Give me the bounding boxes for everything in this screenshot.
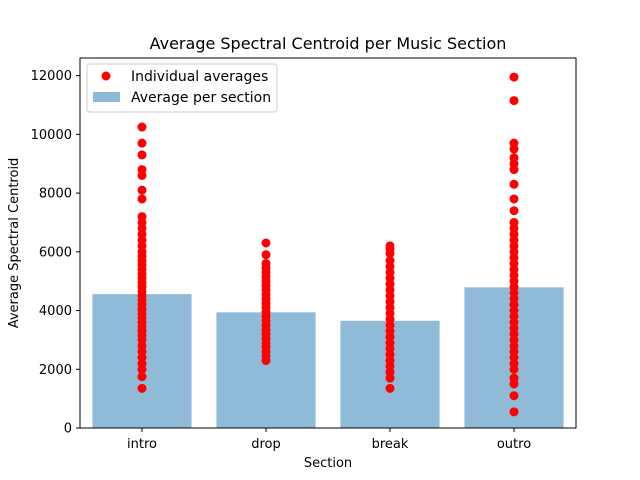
plot-frame — [79, 57, 577, 429]
point-intro — [137, 372, 147, 382]
point-intro — [137, 122, 147, 132]
y-tick-label: 4000 — [39, 304, 72, 319]
point-outro — [509, 72, 519, 82]
point-outro — [509, 407, 519, 417]
scatter-series — [137, 72, 519, 417]
point-outro — [509, 96, 519, 106]
point-drop — [261, 250, 271, 260]
y-tick-label: 0 — [64, 422, 72, 437]
point-drop — [261, 259, 271, 269]
chart-title: Average Spectral Centroid per Music Sect… — [150, 34, 507, 53]
y-axis: 0 2000 4000 6000 8000 10000 12000 — [31, 69, 80, 437]
x-tick-label-intro: intro — [127, 437, 157, 452]
point-intro — [137, 150, 147, 160]
bar-series — [92, 287, 564, 428]
x-axis-label: Section — [304, 456, 352, 471]
y-tick-label: 10000 — [31, 128, 72, 143]
point-outro — [509, 194, 519, 204]
x-tick-label-drop: drop — [251, 437, 281, 452]
y-axis-label: Average Spectral Centroid — [7, 158, 22, 329]
legend-swatch-average — [93, 92, 120, 102]
point-outro — [509, 179, 519, 189]
point-intro — [137, 212, 147, 222]
point-intro — [137, 185, 147, 195]
y-tick-label: 6000 — [39, 245, 72, 260]
point-intro — [137, 194, 147, 204]
legend-box — [86, 63, 278, 113]
point-outro — [509, 153, 519, 163]
legend: Individual averages Average per section — [86, 63, 278, 113]
x-tick-label-outro: outro — [497, 437, 531, 452]
point-outro — [509, 206, 519, 216]
point-outro — [509, 217, 519, 227]
y-tick-label: 8000 — [39, 187, 72, 202]
point-break — [385, 256, 395, 266]
legend-label-individual: Individual averages — [131, 69, 268, 85]
point-outro — [509, 373, 519, 383]
point-intro — [137, 383, 147, 393]
point-intro — [137, 138, 147, 148]
point-intro — [137, 165, 147, 175]
point-break — [385, 383, 395, 393]
point-break — [385, 241, 395, 251]
point-drop — [261, 238, 271, 248]
point-outro — [509, 391, 519, 401]
x-tick-label-break: break — [372, 437, 409, 452]
point-outro — [509, 138, 519, 148]
legend-marker-individual — [101, 71, 111, 81]
y-tick-label: 2000 — [39, 363, 72, 378]
y-tick-label: 12000 — [31, 69, 72, 84]
x-axis: intro drop break outro — [127, 428, 531, 452]
legend-label-average: Average per section — [131, 90, 271, 106]
